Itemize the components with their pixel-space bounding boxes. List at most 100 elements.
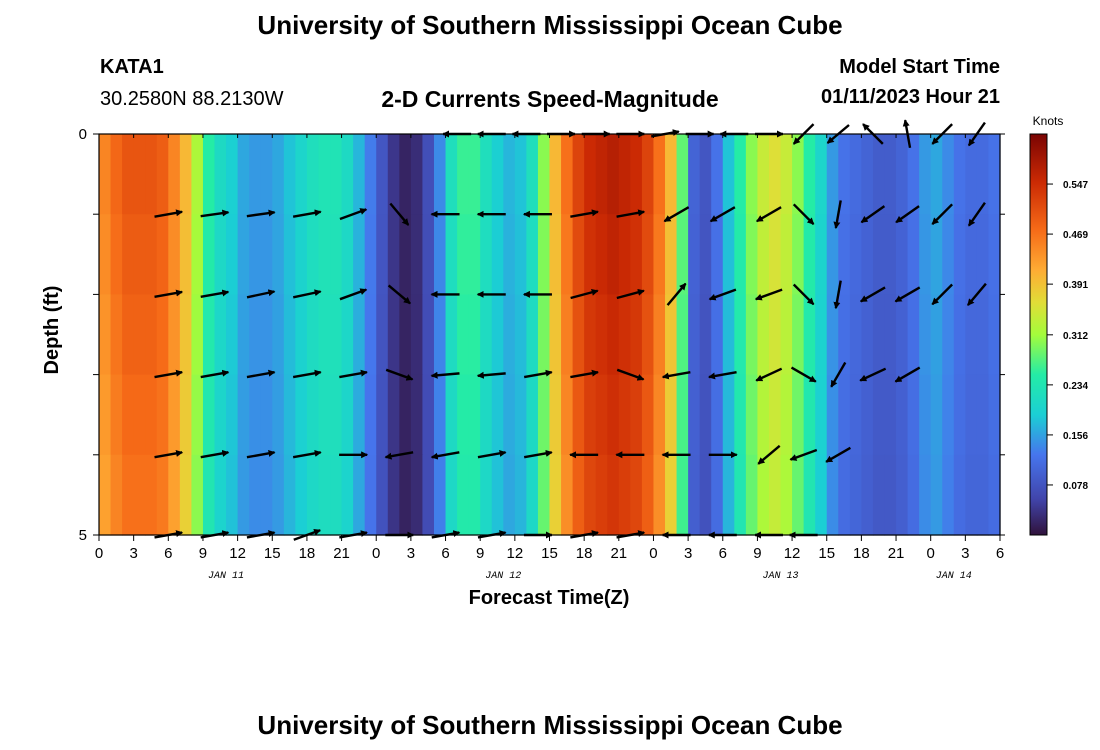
current-arrow xyxy=(757,444,781,465)
heatmap-cell xyxy=(780,374,793,456)
heatmap-cell xyxy=(491,374,504,456)
heatmap-cell xyxy=(410,294,424,376)
heatmap-cell xyxy=(433,454,447,536)
heatmap-cell xyxy=(202,454,216,536)
heatmap-cell xyxy=(179,454,193,536)
heatmap-cell xyxy=(676,374,689,456)
heatmap-cell xyxy=(237,374,250,456)
heatmap-cell xyxy=(537,454,551,536)
x-tick-label: 6 xyxy=(719,545,727,562)
heatmap-cell xyxy=(734,294,747,376)
current-arrow xyxy=(389,202,410,226)
heatmap-cell xyxy=(768,214,782,295)
heatmap-cell xyxy=(341,214,354,295)
heatmap-cell xyxy=(861,374,874,456)
heatmap-cell xyxy=(445,214,458,295)
heatmap-cell xyxy=(665,214,678,295)
x-tick-label: 12 xyxy=(507,545,524,562)
heatmap-cell xyxy=(503,294,516,376)
current-arrow xyxy=(339,369,368,379)
heatmap-cell xyxy=(734,454,747,536)
heatmap-cell xyxy=(780,454,793,536)
heatmap-cell xyxy=(341,294,354,376)
heatmap-cell xyxy=(861,454,874,536)
heatmap-cell xyxy=(976,294,990,376)
heatmap-cell xyxy=(376,134,389,215)
current-arrow xyxy=(830,361,847,388)
current-arrow xyxy=(384,451,414,460)
heatmap-cell xyxy=(480,134,493,215)
current-arrow xyxy=(387,284,411,305)
x-tick-label: 0 xyxy=(649,545,657,562)
current-arrow xyxy=(616,209,646,218)
x-tick-label: 15 xyxy=(818,545,835,562)
heatmap-cell xyxy=(561,214,574,295)
current-arrow xyxy=(200,209,230,218)
heatmap-cell xyxy=(711,134,724,215)
heatmap-cell xyxy=(792,294,805,376)
current-arrow xyxy=(707,370,737,380)
heatmap-cell xyxy=(919,294,932,376)
heatmap-cell xyxy=(168,294,181,376)
heatmap-cell xyxy=(711,374,724,456)
heatmap-cell xyxy=(318,294,331,376)
heatmap-cell xyxy=(803,454,816,536)
heatmap-cell xyxy=(399,214,412,295)
station-coordinates: 30.2580N 88.2130W xyxy=(100,88,284,110)
heatmap-cell xyxy=(191,454,204,536)
station-id: KATA1 xyxy=(100,56,164,78)
heatmap-cell xyxy=(202,374,216,456)
current-arrow xyxy=(792,203,815,225)
heatmap-cell xyxy=(145,454,158,536)
heatmap-cell xyxy=(260,134,273,215)
current-arrow xyxy=(894,286,921,303)
heatmap-cell xyxy=(976,374,990,456)
heatmap-cell xyxy=(919,214,932,295)
heatmap-cell xyxy=(757,214,770,295)
heatmap-cell xyxy=(433,294,447,376)
heatmap-cell xyxy=(191,134,204,215)
heatmap-cell xyxy=(792,134,805,215)
current-arrow xyxy=(154,289,184,299)
heatmap-cell xyxy=(526,454,539,536)
x-tick-label: 6 xyxy=(996,545,1004,562)
heatmap-cell xyxy=(676,214,689,295)
heatmap-cell xyxy=(156,454,169,536)
heatmap-cell xyxy=(942,374,955,456)
heatmap-cell xyxy=(353,214,366,295)
heatmap-cell xyxy=(318,214,331,295)
heatmap-cell xyxy=(191,294,204,376)
heatmap-cell xyxy=(688,454,701,536)
heatmap-cell xyxy=(861,134,874,215)
heatmap-cell xyxy=(757,294,770,376)
heatmap-cell xyxy=(237,214,250,295)
heatmap-cell xyxy=(249,134,262,215)
heatmap-cell xyxy=(653,214,666,295)
month-label: JAN 13 xyxy=(763,571,799,582)
heatmap-cell xyxy=(110,454,123,536)
heatmap-cell xyxy=(976,454,990,536)
heatmap-cell xyxy=(815,294,828,376)
heatmap-cell xyxy=(965,374,978,456)
heatmap-cell xyxy=(653,374,666,456)
heatmap-cell xyxy=(491,294,504,376)
heatmap-cell xyxy=(815,454,828,536)
heatmap-cell xyxy=(988,134,1001,215)
colorbar-tick-label: 0.469 xyxy=(1063,230,1088,241)
current-arrow xyxy=(246,209,276,218)
current-arrow xyxy=(200,369,230,379)
heatmap-cell xyxy=(803,374,816,456)
current-arrow xyxy=(570,288,599,300)
heatmap-cell xyxy=(491,134,504,215)
heatmap-cell xyxy=(122,374,135,456)
heatmap-cell xyxy=(295,214,308,295)
heatmap-cell xyxy=(526,214,539,295)
heatmap-cell xyxy=(745,294,759,376)
current-arrow xyxy=(616,368,645,381)
heatmap-cell xyxy=(907,454,920,536)
heatmap-cell xyxy=(445,134,458,215)
current-arrow xyxy=(570,209,599,218)
heatmap-cell xyxy=(422,374,435,456)
heatmap-cell xyxy=(896,294,909,376)
heatmap-cell xyxy=(641,214,655,295)
